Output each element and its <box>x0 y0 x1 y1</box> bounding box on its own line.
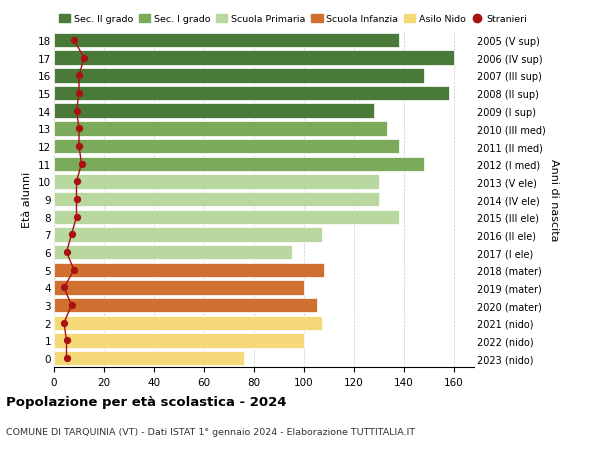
Bar <box>54 175 379 189</box>
Point <box>62 249 71 256</box>
Bar <box>54 334 304 348</box>
Bar <box>54 192 379 207</box>
Bar <box>54 228 322 242</box>
Y-axis label: Età alunni: Età alunni <box>22 172 32 228</box>
Point <box>74 73 84 80</box>
Bar <box>54 157 424 172</box>
Bar <box>54 69 424 84</box>
Point <box>67 231 76 239</box>
Bar <box>54 246 292 260</box>
Bar <box>54 51 454 66</box>
Legend: Sec. II grado, Sec. I grado, Scuola Primaria, Scuola Infanzia, Asilo Nido, Stran: Sec. II grado, Sec. I grado, Scuola Prim… <box>59 15 527 24</box>
Point <box>59 319 69 327</box>
Point <box>72 108 82 115</box>
Point <box>79 55 89 62</box>
Bar <box>54 316 322 330</box>
Point <box>69 37 79 45</box>
Point <box>69 267 79 274</box>
Point <box>72 179 82 186</box>
Point <box>67 302 76 309</box>
Y-axis label: Anni di nascita: Anni di nascita <box>550 158 559 241</box>
Bar <box>54 87 449 101</box>
Point <box>59 284 69 291</box>
Bar <box>54 104 374 119</box>
Point <box>62 355 71 362</box>
Point <box>62 337 71 344</box>
Bar <box>54 351 244 366</box>
Point <box>72 196 82 203</box>
Text: COMUNE DI TARQUINIA (VT) - Dati ISTAT 1° gennaio 2024 - Elaborazione TUTTITALIA.: COMUNE DI TARQUINIA (VT) - Dati ISTAT 1°… <box>6 427 415 436</box>
Point <box>74 125 84 133</box>
Bar <box>54 263 324 277</box>
Bar <box>54 140 399 154</box>
Bar <box>54 280 304 295</box>
Point <box>77 161 86 168</box>
Bar <box>54 298 317 313</box>
Text: Popolazione per età scolastica - 2024: Popolazione per età scolastica - 2024 <box>6 395 287 408</box>
Point <box>74 90 84 97</box>
Point <box>72 213 82 221</box>
Point <box>74 143 84 151</box>
Bar <box>54 210 399 224</box>
Bar <box>54 34 399 48</box>
Bar <box>54 122 386 136</box>
